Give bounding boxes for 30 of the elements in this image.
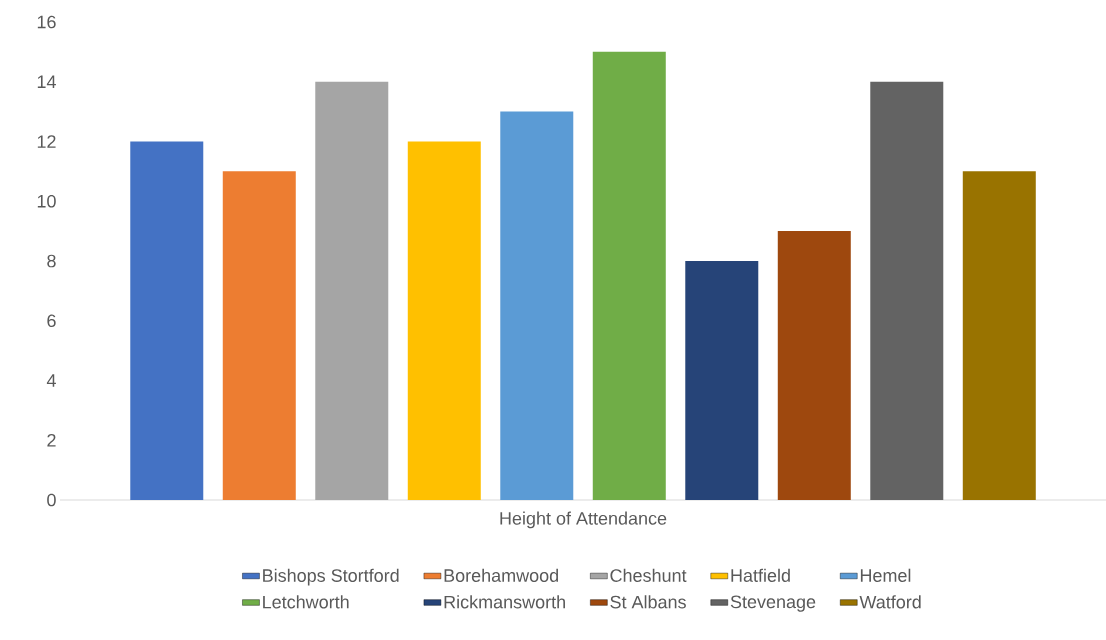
bar — [130, 141, 204, 500]
y-tick-label: 4 — [46, 374, 56, 387]
y-tick-label: 2 — [47, 433, 56, 447]
y-tick-label: 0 — [47, 493, 56, 507]
y-tick-label: 8 — [47, 254, 56, 268]
bar — [315, 81, 389, 500]
bar — [777, 231, 851, 500]
bar — [407, 141, 481, 500]
legend-label: Watford — [859, 595, 921, 609]
y-tick-label: 6 — [47, 314, 56, 328]
bar — [870, 81, 944, 500]
legend-label: Hemel — [860, 568, 911, 582]
y-tick-label: 14 — [37, 75, 56, 88]
x-tick-label: Height of Attendance — [500, 511, 667, 529]
y-tick-label: 12 — [37, 135, 56, 148]
legend-label: St Albans — [610, 595, 686, 609]
legend-label: Rickmansworth — [444, 595, 565, 609]
bar — [500, 111, 574, 500]
bar — [685, 261, 759, 500]
y-tick-label: 16 — [37, 15, 56, 29]
legend-label: Borehamwood — [444, 568, 558, 582]
legend-label: Hatfield — [731, 568, 790, 582]
bar — [592, 51, 666, 500]
legend-label: Cheshunt — [610, 568, 687, 582]
bar — [962, 171, 1036, 500]
legend-label: Bishops Stortford — [263, 568, 399, 586]
legend-label: Letchworth — [263, 595, 349, 609]
bar — [222, 171, 296, 500]
y-tick-label: 10 — [37, 194, 56, 208]
legend-label: Stevenage — [730, 595, 816, 612]
